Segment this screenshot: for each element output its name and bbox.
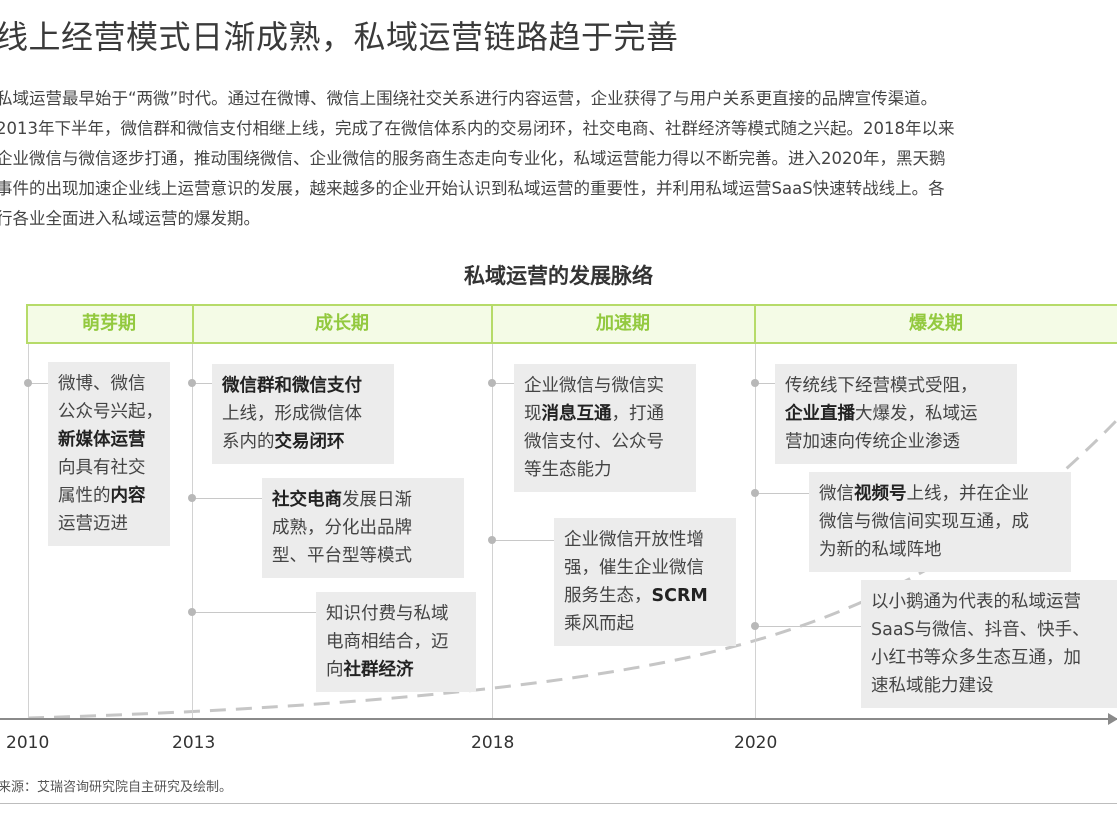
timeline-dot bbox=[488, 536, 496, 544]
year-label: 2018 bbox=[471, 733, 515, 753]
milestone-line: 速私域能力建设 bbox=[871, 676, 994, 696]
milestone-line: 企业直播大爆发，私域运 bbox=[785, 404, 978, 424]
timeline-dot bbox=[751, 489, 759, 497]
page-title: 线上经营模式日渐成熟，私域运营链路趋于完善 bbox=[0, 18, 679, 56]
phase-divider bbox=[192, 304, 194, 344]
phase-label-growth: 成长期 bbox=[315, 313, 369, 334]
milestone-line: 服务生态，SCRM bbox=[564, 586, 708, 606]
milestone-line: 向具有社交 bbox=[58, 458, 146, 478]
milestone-line: 上线，形成微信体 bbox=[222, 404, 362, 424]
milestone-line: 微信视频号上线，并在企业 bbox=[819, 484, 1029, 504]
paragraph-line: 企业微信与微信逐步打通，推动围绕微信、企业微信的服务商生态走向专业化，私域运营能… bbox=[0, 149, 946, 168]
milestone-line: 成熟，分化出品牌 bbox=[272, 518, 412, 538]
milestone-line: 属性的内容 bbox=[58, 486, 146, 506]
year-label: 2010 bbox=[6, 733, 50, 753]
milestone-box-weibo-wechat: 微博、微信公众号兴起， 新媒体运营向具有社交属性的内容运营迈进 bbox=[48, 362, 170, 546]
phase-bar bbox=[26, 304, 1117, 344]
timeline-dot bbox=[488, 379, 496, 387]
milestone-line: 公众号兴起， bbox=[58, 402, 163, 422]
connector bbox=[492, 540, 554, 541]
milestone-box-saas: 以小鹅通为代表的私域运营 SaaS与微信、抖音、快手、 小红书等众多生态互通，加 速私… bbox=[861, 580, 1117, 708]
intro-paragraph: 私域运营最早始于“两微”时代。通过在微博、微信上围绕社交关系进行内容运营，企业获… bbox=[0, 84, 1117, 234]
milestone-line: 新媒体运营 bbox=[58, 426, 160, 454]
milestone-line: 型、平台型等模式 bbox=[272, 546, 412, 566]
milestone-line: 现消息互通，打通 bbox=[524, 404, 664, 424]
milestone-line: 电商相结合，迈 bbox=[326, 632, 449, 652]
timeline-dot bbox=[751, 379, 759, 387]
bottom-divider bbox=[0, 803, 1117, 804]
timeline-dot bbox=[751, 622, 759, 630]
phase-divider bbox=[754, 304, 756, 344]
year-label: 2013 bbox=[172, 733, 216, 753]
timeline-dot bbox=[24, 379, 32, 387]
milestone-keyword: 内容 bbox=[110, 486, 146, 506]
source-note: 来源：艾瑞咨询研究院自主研究及绘制。 bbox=[0, 780, 233, 795]
paragraph-line: 事件的出现加速企业线上运营意识的发展，越来越多的企业开始认识到私域运营的重要性，… bbox=[0, 179, 945, 198]
milestone-line: 知识付费与私域 bbox=[326, 604, 449, 624]
milestone-line: 强，催生企业微信 bbox=[564, 558, 704, 578]
milestone-line: 营加速向传统企业渗透 bbox=[785, 432, 960, 452]
axis-arrow-icon bbox=[1108, 713, 1117, 725]
milestone-keyword: 微信群和微信支付 bbox=[222, 376, 362, 396]
milestone-keyword: SCRM bbox=[651, 586, 708, 606]
milestone-line: 微博、微信 bbox=[58, 374, 146, 394]
milestone-line: SaaS与微信、抖音、快手、 bbox=[871, 620, 1090, 640]
phase-divider bbox=[491, 304, 493, 344]
milestone-box-scrm: 企业微信开放性增 强，催生企业微信 服务生态，SCRM 乘风而起 bbox=[554, 518, 736, 646]
milestone-box-social-ecommerce: 社交电商发展日渐 成熟，分化出品牌 型、平台型等模式 bbox=[262, 478, 464, 578]
milestone-box-wechat-pay: 微信群和微信支付 上线，形成微信体 系内的交易闭环 bbox=[212, 364, 394, 464]
milestone-line: 以小鹅通为代表的私域运营 bbox=[871, 592, 1081, 612]
timeline-vline bbox=[28, 344, 29, 720]
timeline-dot bbox=[188, 608, 196, 616]
connector bbox=[192, 498, 262, 499]
milestone-keyword: 企业直播 bbox=[785, 404, 855, 424]
paragraph-line: 2013年下半年，微信群和微信支付相继上线，完成了在微信体系内的交易闭环，社交电… bbox=[0, 119, 955, 138]
milestone-keyword: 视频号 bbox=[854, 484, 907, 504]
timeline-vline bbox=[192, 344, 193, 720]
connector bbox=[755, 493, 809, 494]
connector bbox=[192, 383, 212, 384]
milestone-box-message-interop: 企业微信与微信实 现消息互通，打通 微信支付、公众号 等生态能力 bbox=[514, 364, 696, 492]
timeline-axis bbox=[0, 718, 1117, 720]
paragraph-line: 私域运营最早始于“两微”时代。通过在微博、微信上围绕社交关系进行内容运营，企业获… bbox=[0, 89, 938, 108]
milestone-line: 微信与微信间实现互通，成 bbox=[819, 512, 1029, 532]
timeline-dot bbox=[188, 379, 196, 387]
milestone-box-live-commerce: 传统线下经营模式受阻， 企业直播大爆发，私域运 营加速向传统企业渗透 bbox=[775, 364, 1017, 464]
milestone-keyword: 消息互通 bbox=[541, 404, 612, 424]
milestone-line: 向社群经济 bbox=[326, 660, 414, 680]
milestone-line: 企业微信与微信实 bbox=[524, 376, 664, 396]
milestone-line: 微信支付、公众号 bbox=[524, 432, 664, 452]
milestone-line: 社交电商发展日渐 bbox=[272, 490, 412, 510]
diagram-title: 私域运营的发展脉络 bbox=[464, 264, 653, 288]
paragraph-line: 行各业全面进入私域运营的爆发期。 bbox=[0, 209, 260, 228]
milestone-line: 传统线下经营模式受阻， bbox=[785, 376, 978, 396]
milestone-keyword: 交易闭环 bbox=[274, 432, 345, 452]
connector bbox=[28, 383, 48, 384]
milestone-line: 为新的私域阵地 bbox=[819, 540, 942, 560]
connector bbox=[755, 383, 775, 384]
milestone-keyword: 社群经济 bbox=[343, 660, 414, 680]
phase-label-acceleration: 加速期 bbox=[596, 313, 650, 334]
milestone-line: 微信群和微信支付 bbox=[222, 372, 384, 400]
milestone-line: 乘风而起 bbox=[564, 614, 634, 634]
milestone-keyword: 新媒体运营 bbox=[58, 430, 146, 450]
connector bbox=[755, 626, 861, 627]
milestone-box-channels: 微信视频号上线，并在企业 微信与微信间实现互通，成 为新的私域阵地 bbox=[809, 472, 1071, 572]
connector bbox=[192, 612, 316, 613]
milestone-line: 运营迈进 bbox=[58, 514, 128, 534]
phase-label-sprout: 萌芽期 bbox=[82, 313, 136, 334]
timeline-dot bbox=[188, 494, 196, 502]
milestone-line: 小红书等众多生态互通，加 bbox=[871, 648, 1081, 668]
connector bbox=[492, 383, 514, 384]
milestone-line: 系内的交易闭环 bbox=[222, 432, 345, 452]
year-label: 2020 bbox=[734, 733, 778, 753]
timeline-vline bbox=[492, 344, 493, 720]
milestone-line: 等生态能力 bbox=[524, 460, 612, 480]
milestone-keyword: 社交电商 bbox=[272, 490, 342, 510]
timeline-vline bbox=[755, 344, 756, 720]
milestone-box-community-economy: 知识付费与私域 电商相结合，迈 向社群经济 bbox=[316, 592, 476, 692]
phase-label-explosion: 爆发期 bbox=[909, 313, 963, 334]
milestone-line: 企业微信开放性增 bbox=[564, 530, 704, 550]
